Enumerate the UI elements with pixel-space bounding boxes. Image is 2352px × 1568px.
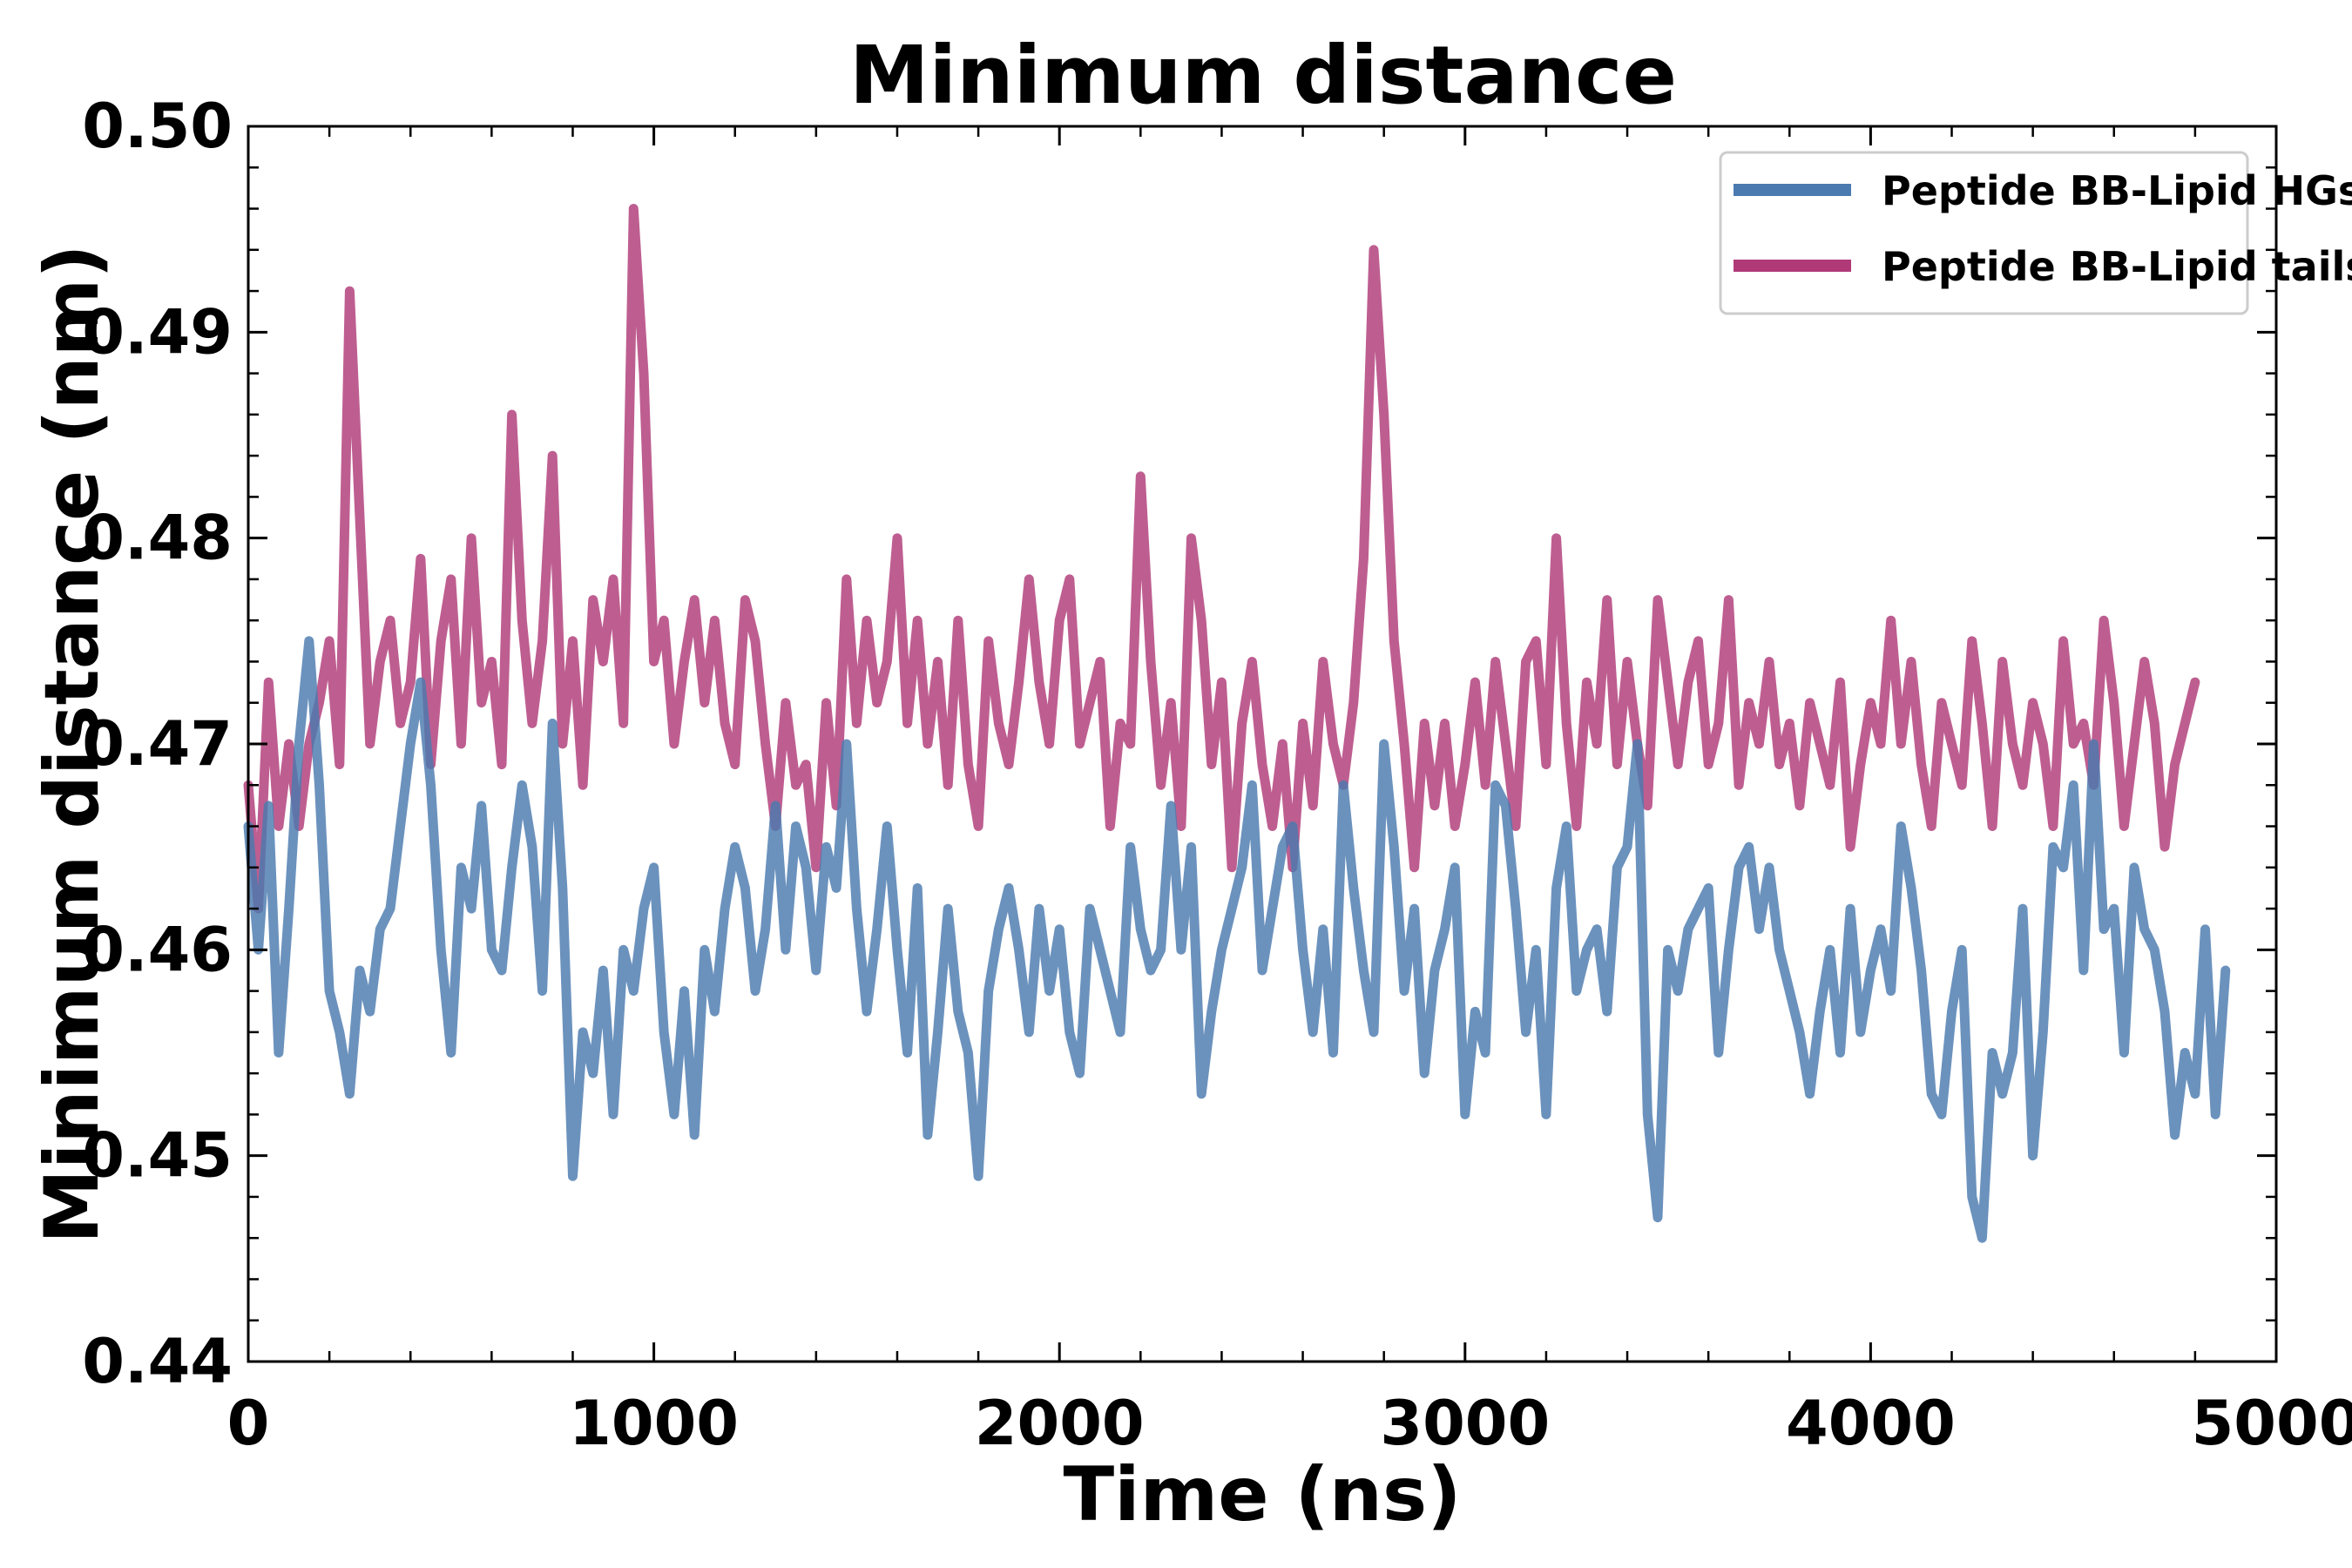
x-tick-label: 4000 (1786, 1388, 1956, 1459)
x-tick-label: 2000 (975, 1388, 1145, 1459)
x-axis-label: Time (ns) (1063, 1451, 1461, 1538)
y-tick-label: 0.48 (82, 503, 233, 574)
legend-box (1719, 151, 2249, 315)
tick-layer: 0 1000 2000 3000 4000 5000 0.44 0.45 0.46 0.47 0.4… (82, 91, 2352, 1459)
legend-label-tails: Peptide BB-Lipid tails (1882, 243, 2352, 290)
series-layer (243, 204, 2231, 1243)
y-tick-label: 0.46 (82, 914, 233, 985)
series-line-tails (243, 204, 2200, 914)
y-axis-label: Minimum distance (nm) (29, 244, 116, 1243)
x-tick-label: 5000 (2192, 1388, 2352, 1459)
y-tick-label: 0.49 (82, 296, 233, 368)
y-tick-label: 0.50 (82, 91, 233, 162)
chart-title: Minimum distance (849, 29, 1677, 122)
x-tick-label: 1000 (569, 1388, 739, 1459)
legend: Peptide BB-Lipid HGs Peptide BB-Lipid ta… (1719, 151, 2352, 315)
x-tick-label: 0 (227, 1388, 270, 1459)
legend-label-hgs: Peptide BB-Lipid HGs (1882, 167, 2352, 214)
series-line-hgs (243, 636, 2231, 1243)
y-tick-label: 0.45 (82, 1120, 233, 1192)
y-tick-label: 0.44 (82, 1326, 233, 1397)
y-tick-label: 0.47 (82, 708, 233, 780)
x-tick-label: 3000 (1380, 1388, 1550, 1459)
